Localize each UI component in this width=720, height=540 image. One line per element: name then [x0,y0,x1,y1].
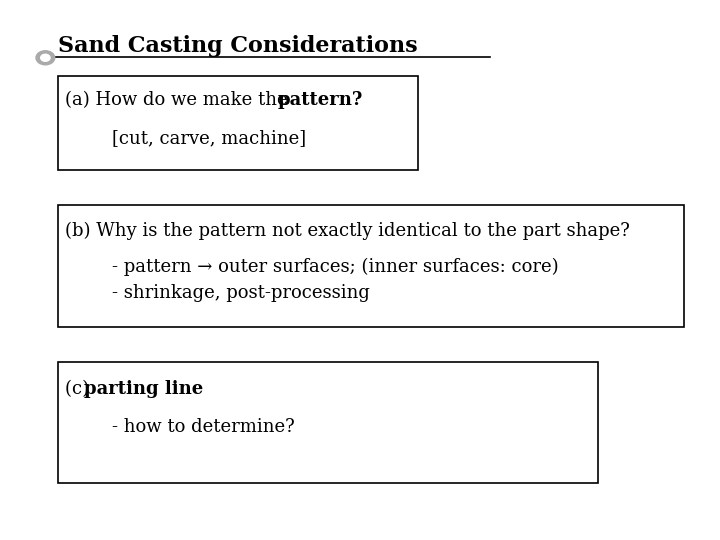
Text: - shrinkage, post-processing: - shrinkage, post-processing [112,284,369,302]
FancyBboxPatch shape [58,205,684,327]
FancyBboxPatch shape [58,76,418,170]
Text: Sand Casting Considerations: Sand Casting Considerations [58,35,417,57]
Text: (b) Why is the pattern not exactly identical to the part shape?: (b) Why is the pattern not exactly ident… [65,222,630,240]
Circle shape [40,54,50,61]
Text: [cut, carve, machine]: [cut, carve, machine] [112,129,306,147]
Text: - pattern → outer surfaces; (inner surfaces: core): - pattern → outer surfaces; (inner surfa… [112,258,558,276]
Text: parting line: parting line [84,380,204,398]
FancyBboxPatch shape [58,362,598,483]
Text: pattern?: pattern? [277,91,362,109]
Circle shape [36,51,55,65]
Text: (c): (c) [65,380,94,398]
Text: (a) How do we make the: (a) How do we make the [65,91,293,109]
Text: - how to determine?: - how to determine? [112,417,294,436]
